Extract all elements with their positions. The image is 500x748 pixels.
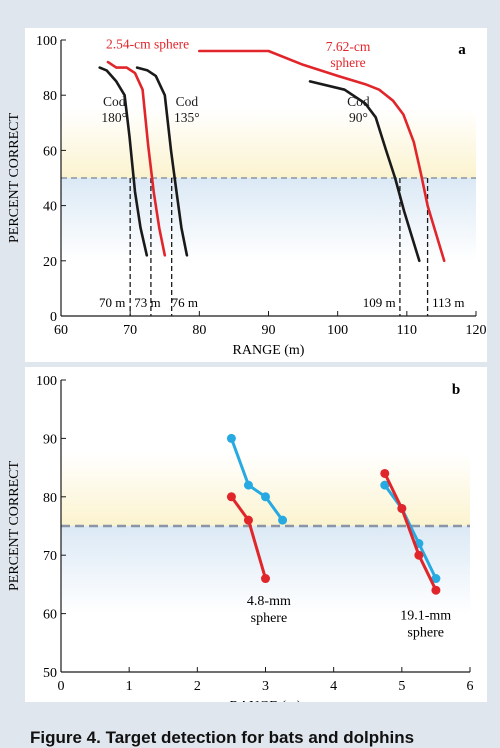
data-point xyxy=(226,492,236,502)
data-point xyxy=(261,574,270,584)
data-point xyxy=(278,515,288,525)
chart-panel-b: 0 1 2 3 4 5 6 50 60 70 80 90 100 RANGE (m) PERCENT COR… xyxy=(0,362,500,714)
series-line-blue-2 xyxy=(383,483,438,581)
x-tick-label: 120 xyxy=(466,323,487,338)
data-point xyxy=(414,550,424,560)
x-tick-label: 70 xyxy=(123,323,137,338)
figure-caption: Figure 4. Target detection for bats and … xyxy=(30,728,415,747)
y-axis-title: PERCENT CORRECT xyxy=(7,113,22,243)
y-tick-label: 40 xyxy=(43,200,57,215)
y-tick-label: 80 xyxy=(43,89,57,104)
x-tick-label: 60 xyxy=(54,323,68,338)
threshold-range-label: 113 m xyxy=(432,295,464,310)
y-tick-label: 90 xyxy=(43,432,57,447)
threshold-band-below xyxy=(61,526,470,614)
y-tick-label: 60 xyxy=(43,144,57,159)
data-point xyxy=(261,492,270,502)
data-point xyxy=(431,585,441,595)
data-point xyxy=(243,515,253,525)
y-tick-label: 80 xyxy=(43,491,57,506)
x-axis-title: RANGE (m) xyxy=(230,699,302,702)
series-line-red-3 xyxy=(198,49,446,263)
y-tick-label: 100 xyxy=(36,34,57,49)
chart-panel-a: 60 70 80 90 100 110 120 0 20 40 60 80 100 RANGE (m) PE… xyxy=(0,0,500,362)
x-tick-label: 4 xyxy=(330,679,337,694)
series-line-red-3 xyxy=(383,471,438,592)
series-label: 180° xyxy=(101,110,127,125)
series-label: 2.54-cm sphere xyxy=(106,36,189,51)
series-line-black-4 xyxy=(308,80,421,263)
x-tick-label: 5 xyxy=(398,679,405,694)
data-point xyxy=(226,433,236,443)
series-label: Cod xyxy=(103,94,126,109)
data-point xyxy=(380,468,390,478)
y-tick-label: 70 xyxy=(43,549,57,564)
sphere-annotation: sphere xyxy=(251,611,288,626)
threshold-band-above xyxy=(61,453,470,526)
data-point xyxy=(243,480,253,490)
series-line-black-2 xyxy=(135,66,189,257)
series-label: Cod xyxy=(176,94,199,109)
data-point xyxy=(397,503,407,513)
threshold-range-label: 70 m xyxy=(99,295,125,310)
y-tick-label: 60 xyxy=(43,608,57,623)
sphere-annotation: 19.1-mm xyxy=(400,608,451,623)
x-tick-label: 6 xyxy=(467,679,474,694)
x-axis-title: RANGE (m) xyxy=(233,343,305,358)
y-tick-label: 20 xyxy=(43,255,57,270)
x-tick-label: 110 xyxy=(397,323,417,338)
y-axis-title: PERCENT CORRECT xyxy=(7,461,22,591)
threshold-range-label: 109 m xyxy=(363,295,396,310)
series-label: 90° xyxy=(349,110,368,125)
series-label: 135° xyxy=(174,110,200,125)
chart-a-svg: 60 70 80 90 100 110 120 0 20 40 60 80 100 RANGE (m) PE… xyxy=(7,28,487,362)
x-tick-label: 100 xyxy=(327,323,348,338)
x-tick-label: 1 xyxy=(126,679,133,694)
panel-label: b xyxy=(452,382,460,398)
chart-b-svg: 0 1 2 3 4 5 6 50 60 70 80 90 100 RANGE (m) PERCENT COR… xyxy=(7,367,487,714)
x-tick-label: 0 xyxy=(58,679,65,694)
series-line-black-1 xyxy=(98,66,149,257)
threshold-range-label: 73 m xyxy=(134,295,160,310)
panel-label: a xyxy=(458,42,466,58)
threshold-band-below xyxy=(61,178,476,261)
series-label: Cod xyxy=(347,94,370,109)
x-tick-label: 2 xyxy=(194,679,201,694)
y-tick-label: 100 xyxy=(36,374,57,389)
series-label: 7.62-cm xyxy=(326,39,371,54)
y-tick-label: 0 xyxy=(50,310,57,325)
x-tick-label: 3 xyxy=(262,679,269,694)
data-point xyxy=(380,480,390,490)
series-label: sphere xyxy=(330,55,365,70)
sphere-annotation: 4.8-mm xyxy=(247,594,291,609)
sphere-annotation: sphere xyxy=(407,625,444,640)
threshold-range-label: 76 m xyxy=(172,295,198,310)
data-point xyxy=(431,574,441,584)
series-line-blue-0 xyxy=(229,436,284,522)
x-tick-label: 90 xyxy=(262,323,276,338)
series-line-red-0 xyxy=(106,60,167,257)
x-tick-label: 80 xyxy=(192,323,206,338)
y-tick-label: 50 xyxy=(43,666,57,681)
